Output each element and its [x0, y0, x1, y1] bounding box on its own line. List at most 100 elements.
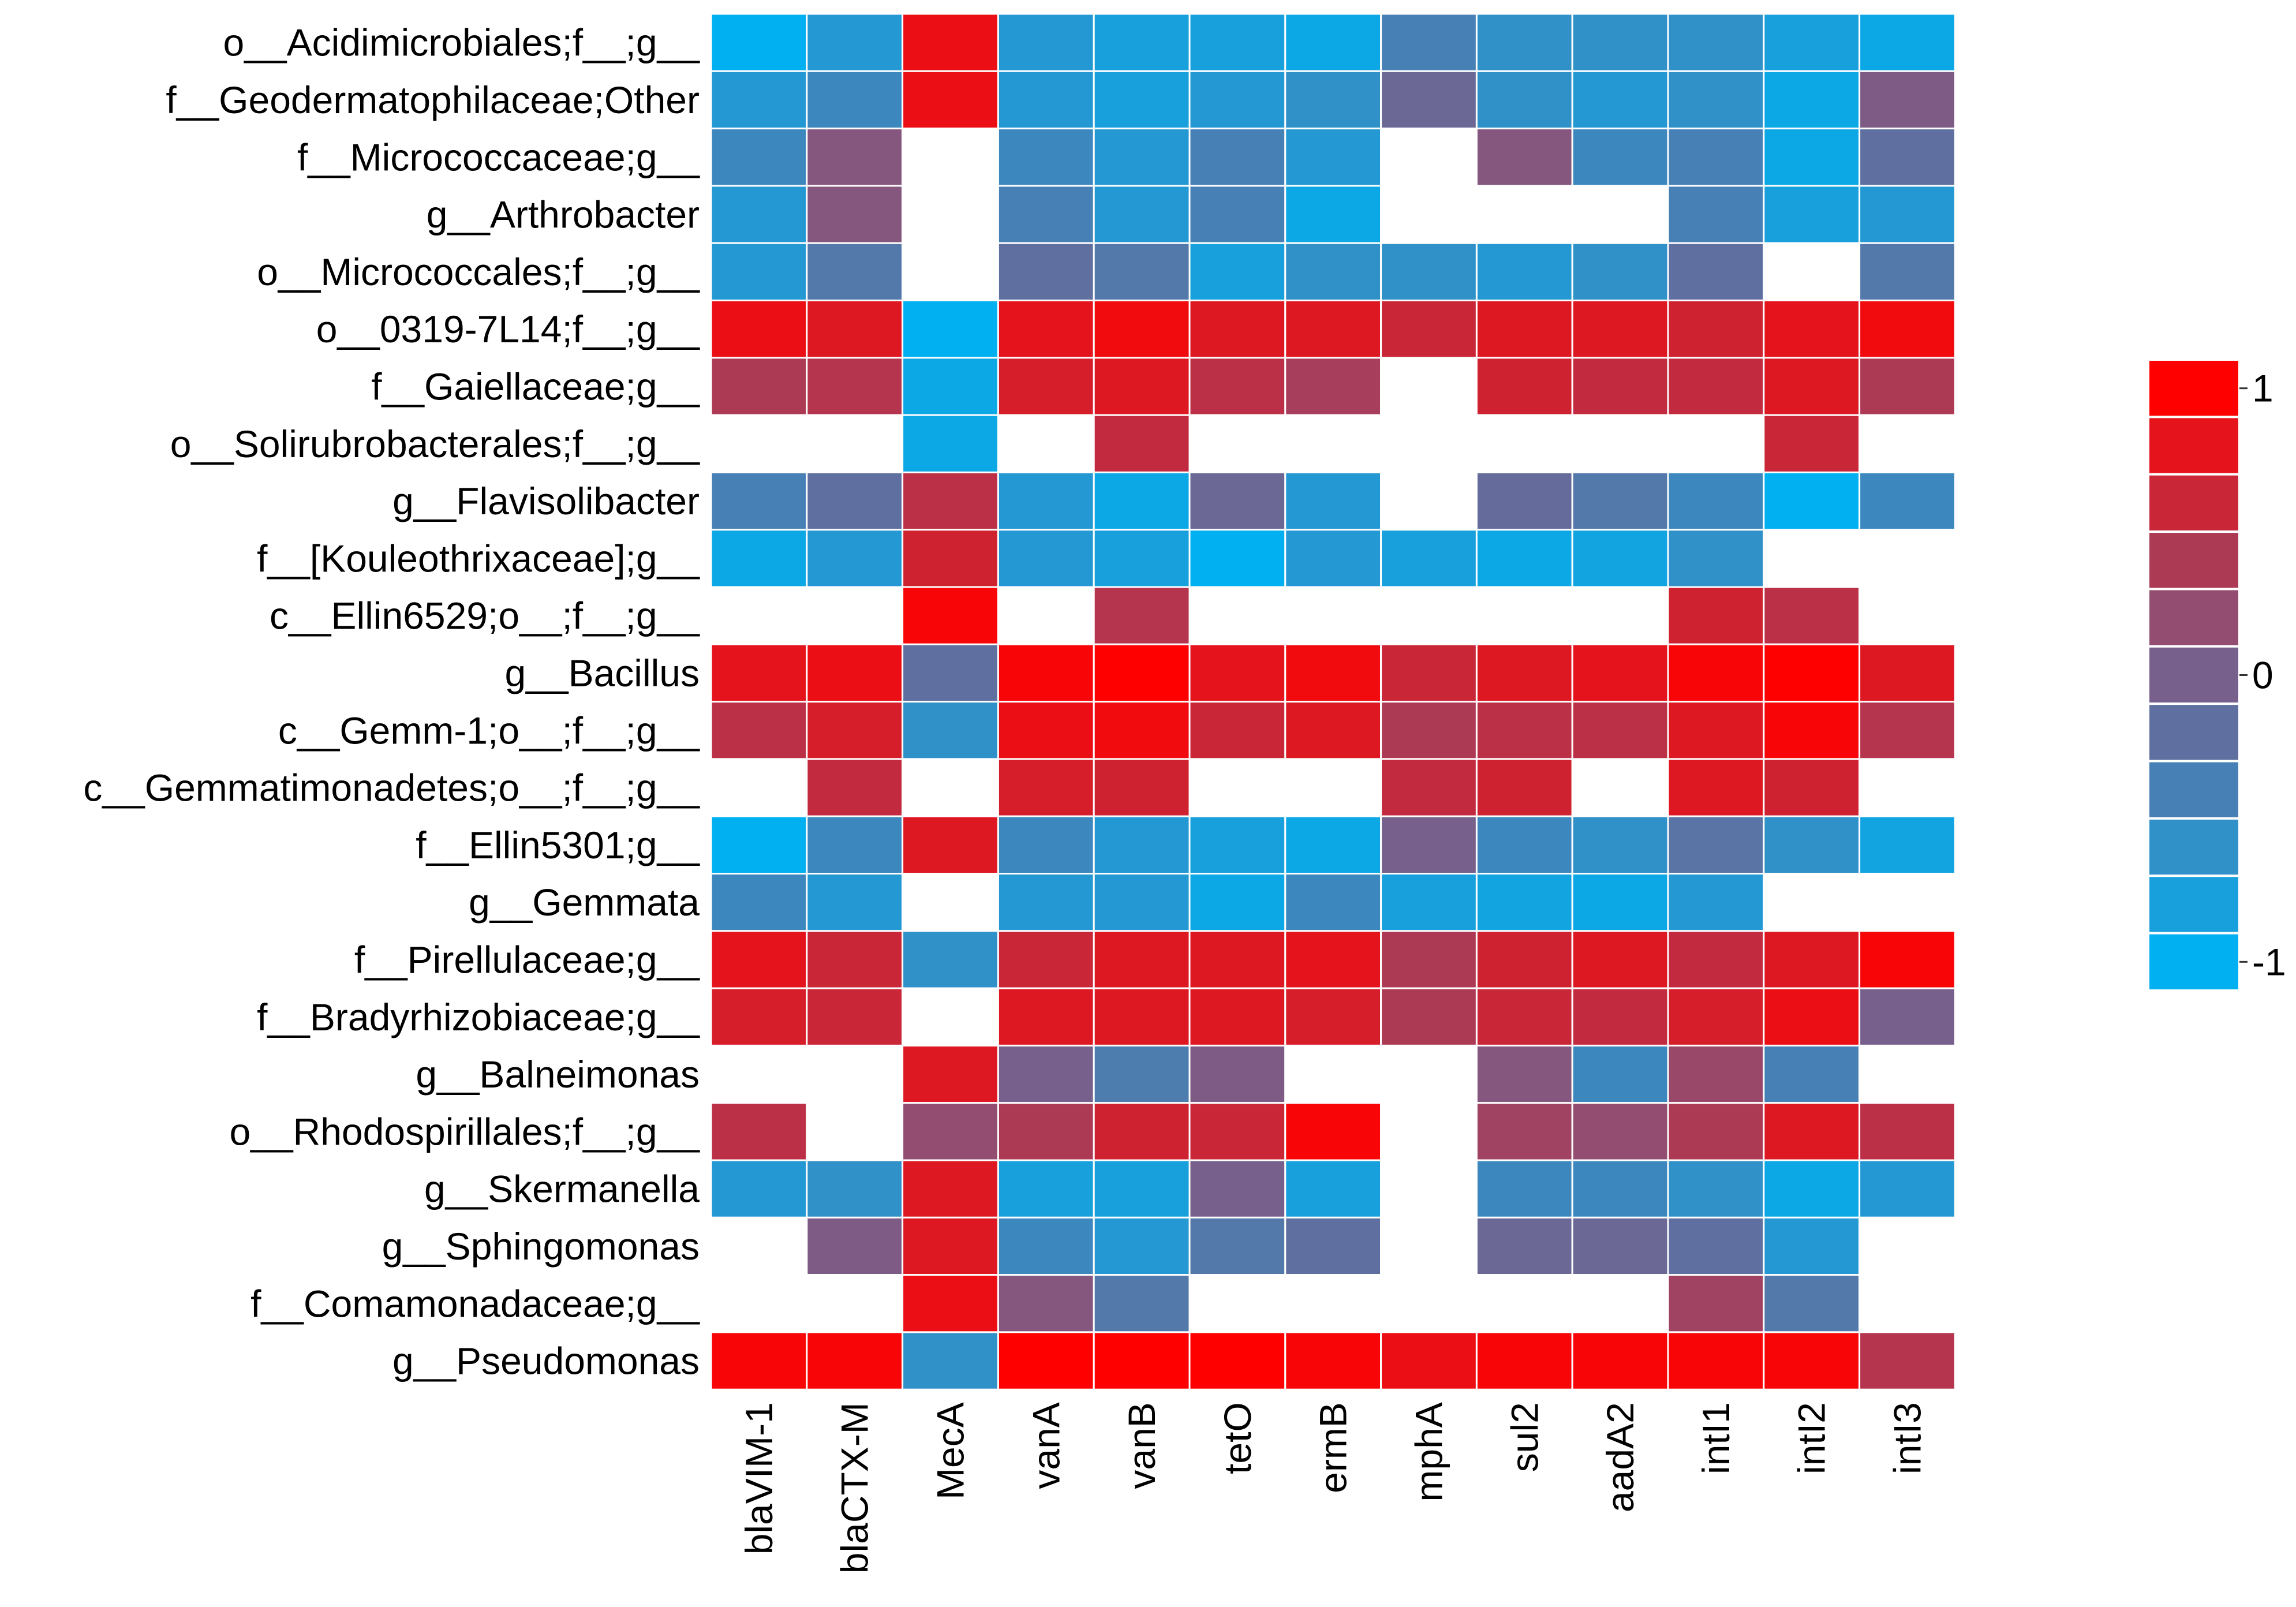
legend-swatch	[2147, 702, 2241, 763]
heatmap-cell	[1284, 357, 1382, 416]
heatmap-cell	[1093, 13, 1191, 72]
heatmap-cell	[1475, 128, 1573, 187]
heatmap-cell	[1475, 242, 1573, 302]
heatmap-cell	[1475, 815, 1573, 874]
heatmap-cell	[710, 357, 808, 416]
heatmap-cell	[1188, 300, 1287, 359]
heatmap-cell	[1763, 930, 1861, 989]
heatmap-cell	[1380, 1159, 1478, 1219]
legend-swatch	[2147, 358, 2241, 418]
heatmap-cell	[902, 1159, 999, 1219]
heatmap-cell	[1667, 586, 1765, 645]
heatmap-cell	[1380, 357, 1478, 416]
heatmap-cell	[806, 873, 904, 932]
column-label: vanB	[1120, 1402, 1163, 1489]
heatmap-cell	[1571, 1216, 1669, 1276]
heatmap-cell	[1667, 185, 1765, 244]
heatmap-cell	[1380, 242, 1478, 302]
row-label: g__Flavisolibacter	[392, 480, 700, 522]
heatmap-cell	[1188, 586, 1287, 645]
heatmap-cell	[1859, 13, 1956, 72]
heatmap-cell	[1380, 758, 1478, 817]
heatmap-cell	[1188, 1331, 1287, 1391]
heatmap-cell	[1475, 13, 1573, 72]
heatmap-cell	[710, 987, 808, 1047]
heatmap-cell	[1284, 1159, 1382, 1219]
heatmap-cell	[1188, 701, 1287, 760]
heatmap-cell	[1571, 815, 1669, 874]
heatmap-cell	[1188, 128, 1287, 187]
heatmap-cell	[1188, 1102, 1287, 1161]
heatmap-cell	[902, 70, 999, 130]
heatmap-cell	[806, 1216, 904, 1276]
heatmap-cell	[1667, 1274, 1765, 1333]
heatmap-cell	[902, 1331, 999, 1391]
heatmap-cell	[710, 471, 808, 531]
heatmap-cell	[1093, 1044, 1191, 1104]
heatmap-cell	[1667, 13, 1765, 72]
heatmap-cell	[1284, 701, 1382, 760]
heatmap-cell	[1380, 873, 1478, 932]
heatmap-cell	[1763, 758, 1861, 817]
heatmap-cell	[1571, 70, 1669, 130]
heatmap-cell	[806, 643, 904, 703]
heatmap-cell	[1093, 128, 1191, 187]
heatmap-cell	[1571, 1274, 1669, 1333]
heatmap-cell	[1284, 1274, 1382, 1333]
heatmap-cell	[1475, 529, 1573, 588]
heatmap-cell	[997, 13, 1095, 72]
heatmap-cell	[997, 586, 1095, 645]
heatmap-cell	[902, 815, 999, 874]
heatmap-cell	[1284, 758, 1382, 817]
column-label: mphA	[1408, 1402, 1450, 1501]
heatmap-cell	[1667, 701, 1765, 760]
heatmap-cell	[1859, 1044, 1956, 1104]
heatmap-cell	[806, 357, 904, 416]
heatmap-cell	[1667, 815, 1765, 874]
color-legend: 1 0 -1	[2147, 358, 2286, 992]
row-label: f__Geodermatophilaceae;Other	[166, 79, 700, 121]
heatmap-cell	[1475, 1044, 1573, 1104]
heatmap-cell	[1380, 1102, 1478, 1161]
heatmap-cell	[710, 930, 808, 989]
heatmap-cell	[1475, 357, 1573, 416]
heatmap-cell	[1859, 1216, 1956, 1276]
heatmap-cell	[710, 70, 808, 130]
heatmap-cell	[1763, 414, 1861, 473]
heatmap-cell	[1475, 471, 1573, 531]
heatmap-cell	[1284, 930, 1382, 989]
heatmap-cell	[1284, 185, 1382, 244]
heatmap-cell	[1475, 1159, 1573, 1219]
heatmap-cell	[1188, 529, 1287, 588]
heatmap-cell	[1859, 930, 1956, 989]
heatmap-cell	[710, 414, 808, 473]
row-label: g__Arthrobacter	[427, 193, 700, 236]
column-label: vanA	[1024, 1402, 1067, 1489]
heatmap-cell	[1475, 414, 1573, 473]
heatmap-cell	[1667, 1331, 1765, 1391]
heatmap-cell	[1380, 185, 1478, 244]
heatmap-cell	[1188, 414, 1287, 473]
heatmap-cell	[1380, 414, 1478, 473]
heatmap-cell	[1284, 1102, 1382, 1161]
row-label: f__Ellin5301;g__	[416, 824, 700, 866]
heatmap-cell	[1188, 643, 1287, 703]
heatmap-cell	[902, 1044, 999, 1104]
heatmap-cell	[1093, 1216, 1191, 1276]
heatmap-cell	[806, 128, 904, 187]
heatmap-cell	[1188, 1216, 1287, 1276]
heatmap-cell	[1859, 701, 1956, 760]
heatmap-cell	[1188, 1044, 1287, 1104]
heatmap-cell	[806, 1102, 904, 1161]
row-label: g__Pseudomonas	[392, 1340, 700, 1382]
heatmap-cell	[1571, 758, 1669, 817]
heatmap-cell	[1667, 1102, 1765, 1161]
heatmap-cell	[1571, 873, 1669, 932]
heatmap-cell	[1571, 643, 1669, 703]
heatmap-cell	[710, 1216, 808, 1276]
heatmap-cell	[997, 701, 1095, 760]
legend-tick-label: 1	[2252, 367, 2273, 410]
heatmap-cell	[710, 1102, 808, 1161]
heatmap-cell	[1571, 242, 1669, 302]
heatmap-cell	[997, 1216, 1095, 1276]
